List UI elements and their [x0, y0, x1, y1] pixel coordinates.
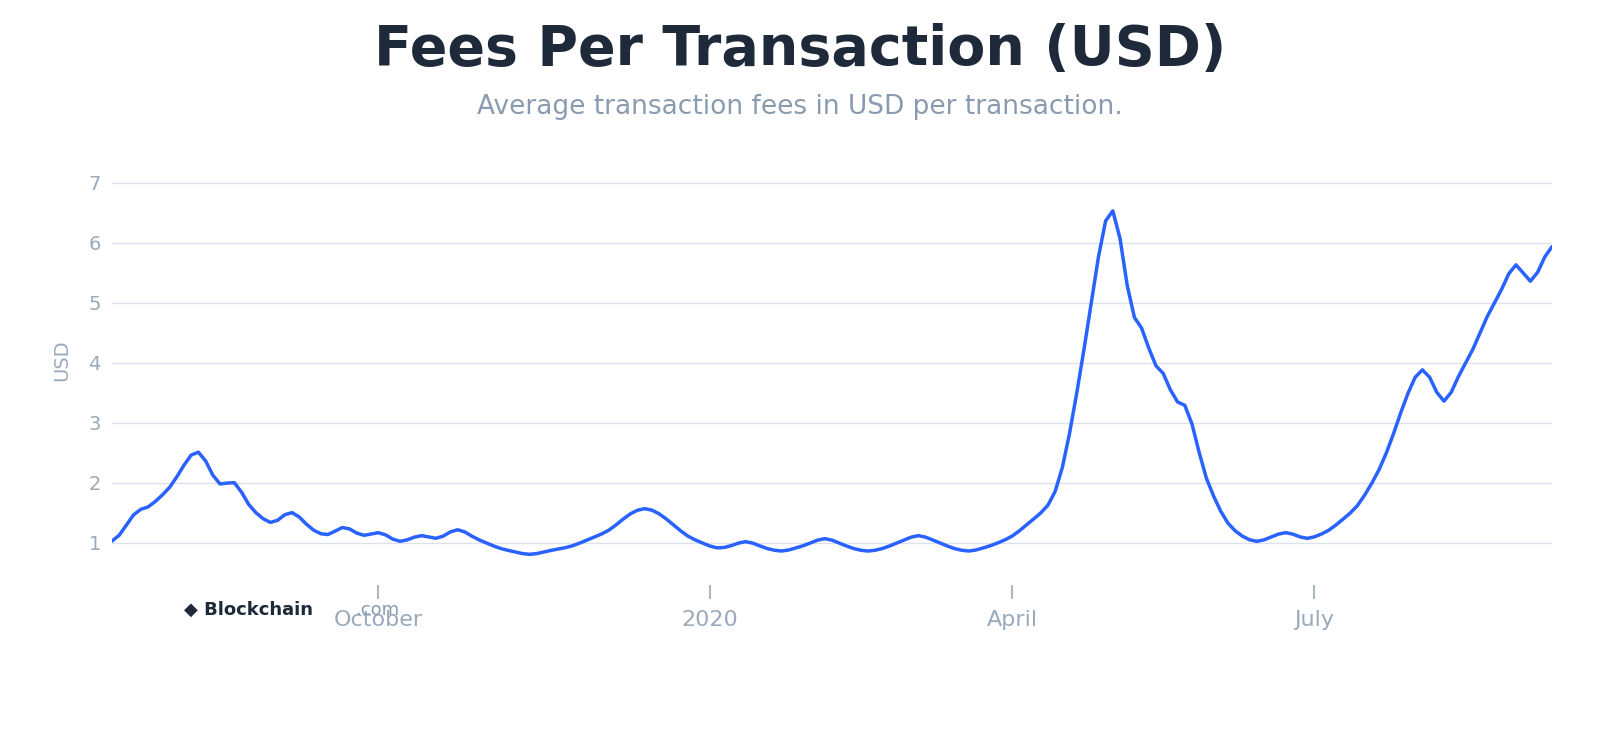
Y-axis label: USD: USD	[53, 339, 72, 381]
Text: Average transaction fees in USD per transaction.: Average transaction fees in USD per tran…	[477, 94, 1123, 120]
Text: .com: .com	[355, 601, 400, 619]
Text: Fees Per Transaction (USD): Fees Per Transaction (USD)	[374, 22, 1226, 76]
Text: ◆ Blockchain: ◆ Blockchain	[184, 601, 314, 619]
